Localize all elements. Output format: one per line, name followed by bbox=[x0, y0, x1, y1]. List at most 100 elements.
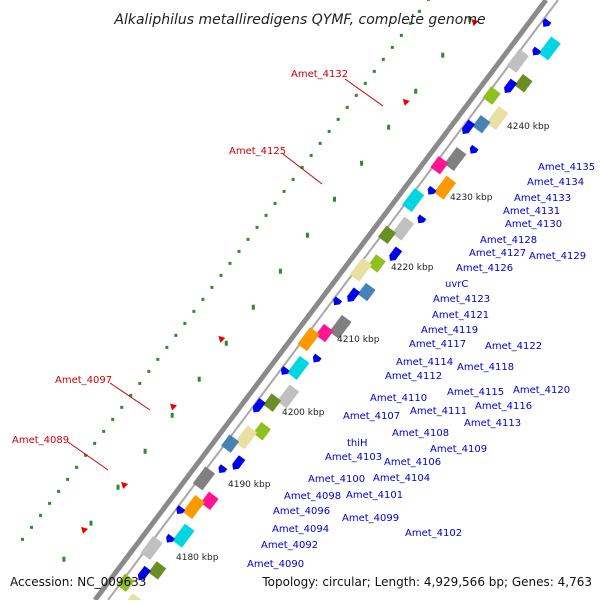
genome-title: Alkaliphilus metalliredigens QYMF, compl… bbox=[113, 12, 485, 28]
gene-label-red[interactable]: Amet_4089 bbox=[12, 435, 69, 446]
gene-block bbox=[333, 296, 343, 306]
gene-box bbox=[276, 384, 300, 409]
gene-label-blue[interactable]: Amet_4113 bbox=[464, 418, 521, 429]
green-tick bbox=[138, 381, 142, 385]
gene-label-blue[interactable]: Amet_4133 bbox=[514, 193, 571, 204]
gene-label-blue[interactable]: Amet_4099 bbox=[342, 513, 399, 524]
gene-box bbox=[349, 257, 372, 282]
gene-label-blue[interactable]: thiH bbox=[347, 438, 368, 449]
gene-block bbox=[252, 398, 266, 413]
gene-label-blue[interactable]: Amet_4119 bbox=[421, 325, 478, 336]
gene-label-blue[interactable]: Amet_4127 bbox=[469, 248, 526, 259]
gene-block bbox=[276, 384, 300, 409]
gene-block bbox=[542, 18, 552, 27]
gene-block bbox=[137, 565, 151, 581]
gene-block bbox=[287, 355, 310, 380]
red-marker bbox=[218, 335, 226, 343]
green-tick bbox=[246, 237, 250, 241]
gene-label-blue[interactable]: Amet_4112 bbox=[385, 371, 442, 382]
gene-block bbox=[280, 366, 290, 375]
green-tick bbox=[192, 309, 196, 313]
gene-block bbox=[182, 495, 205, 520]
gene-label-blue[interactable]: Amet_4117 bbox=[409, 339, 466, 350]
gene-label-blue[interactable]: Amet_4107 bbox=[343, 411, 400, 422]
gene-label-blue[interactable]: Amet_4101 bbox=[346, 490, 403, 501]
kbp-label: 4220 kbp bbox=[391, 263, 434, 273]
kbp-label: 4210 kbp bbox=[337, 335, 380, 345]
gene-label-blue[interactable]: Amet_4115 bbox=[447, 387, 504, 398]
gene-label-blue[interactable]: Amet_4134 bbox=[527, 177, 584, 188]
gene-label-red[interactable]: Amet_4097 bbox=[55, 375, 112, 386]
gene-block bbox=[391, 216, 415, 241]
gene-arrow bbox=[504, 78, 518, 94]
gene-label-blue[interactable]: Amet_4098 bbox=[284, 491, 341, 502]
green-tick bbox=[183, 321, 187, 325]
green-tick bbox=[147, 369, 151, 373]
gene-box bbox=[182, 495, 205, 520]
gene-label-red[interactable]: Amet_4125 bbox=[229, 146, 286, 157]
gene-box bbox=[116, 573, 135, 593]
green-tick bbox=[156, 357, 160, 361]
gene-label-blue[interactable]: Amet_4090 bbox=[247, 559, 304, 570]
gene-label-blue[interactable]: Amet_4128 bbox=[480, 235, 537, 246]
gene-arrow bbox=[280, 366, 290, 375]
gene-block bbox=[192, 466, 216, 491]
gene-label-blue[interactable]: Amet_4122 bbox=[485, 341, 542, 352]
gene-label-blue[interactable]: Amet_4129 bbox=[529, 251, 586, 262]
gene-label-blue[interactable]: Amet_4116 bbox=[475, 401, 532, 412]
gene-label-blue[interactable]: Amet_4096 bbox=[273, 506, 330, 517]
gene-label-blue[interactable]: Amet_4102 bbox=[405, 528, 462, 539]
green-tick bbox=[426, 0, 430, 1]
green-tick bbox=[66, 477, 70, 481]
gene-label-blue[interactable]: Amet_4121 bbox=[432, 310, 489, 321]
gene-label-blue[interactable]: Amet_4114 bbox=[396, 357, 453, 368]
kbp-label: 4180 kbp bbox=[176, 553, 219, 563]
gene-block bbox=[532, 46, 542, 56]
gene-block bbox=[472, 115, 491, 134]
gene-label-blue[interactable]: Amet_4103 bbox=[325, 452, 382, 463]
green-tick bbox=[408, 21, 412, 25]
gene-block bbox=[357, 282, 376, 302]
gene-box bbox=[472, 115, 491, 134]
green-tick bbox=[111, 417, 115, 421]
gene-arrow bbox=[137, 565, 151, 581]
accession-text: Accession: NC_009633 bbox=[10, 575, 146, 589]
gene-label-blue[interactable]: Amet_4126 bbox=[456, 263, 513, 274]
gene-block bbox=[444, 147, 467, 172]
gene-label-blue[interactable]: Amet_4104 bbox=[373, 473, 430, 484]
gene-label-blue[interactable]: Amet_4118 bbox=[457, 362, 514, 373]
gene-label-blue[interactable]: Amet_4106 bbox=[384, 457, 441, 468]
gene-block bbox=[329, 314, 352, 339]
inner-gene-labels: Amet_4135 Amet_4134 Amet_4133 Amet_4131 … bbox=[247, 162, 595, 570]
gene-label-blue[interactable]: Amet_4092 bbox=[261, 540, 318, 551]
gene-block bbox=[263, 393, 282, 412]
gene-box bbox=[402, 188, 425, 213]
gene-label-blue[interactable]: Amet_4109 bbox=[430, 444, 487, 455]
gene-label-blue[interactable]: Amet_4120 bbox=[513, 385, 570, 396]
green-tick bbox=[309, 153, 313, 157]
gene-label-blue[interactable]: Amet_4094 bbox=[272, 524, 329, 535]
outer-gene-labels: Amet_4132 Amet_4125 Amet_4097 Amet_4089 bbox=[12, 69, 384, 471]
gene-label-blue[interactable]: Amet_4135 bbox=[538, 162, 595, 173]
gene-label-blue[interactable]: Amet_4131 bbox=[503, 206, 560, 217]
gene-label-blue[interactable]: Amet_4108 bbox=[392, 428, 449, 439]
gene-label-blue[interactable]: Amet_4130 bbox=[505, 219, 562, 230]
gene-box bbox=[148, 561, 167, 580]
gene-label-blue[interactable]: Amet_4123 bbox=[433, 294, 490, 305]
gene-label-red[interactable]: Amet_4132 bbox=[291, 69, 348, 80]
gene-label-blue[interactable]: Amet_4111 bbox=[410, 406, 467, 417]
gene-block bbox=[462, 119, 476, 135]
red-marker bbox=[170, 403, 178, 411]
green-tick bbox=[21, 537, 25, 541]
gene-label-blue[interactable]: uvrC bbox=[445, 279, 468, 290]
gene-arrow bbox=[166, 533, 175, 543]
green-tick bbox=[381, 57, 385, 61]
gene-block bbox=[172, 523, 195, 548]
green-tick bbox=[291, 177, 295, 181]
green-tick bbox=[417, 9, 421, 13]
gene-block bbox=[200, 491, 219, 511]
gene-label-blue[interactable]: Amet_4100 bbox=[308, 474, 365, 485]
gene-label-blue[interactable]: Amet_4110 bbox=[370, 393, 427, 404]
gene-block bbox=[482, 86, 501, 105]
